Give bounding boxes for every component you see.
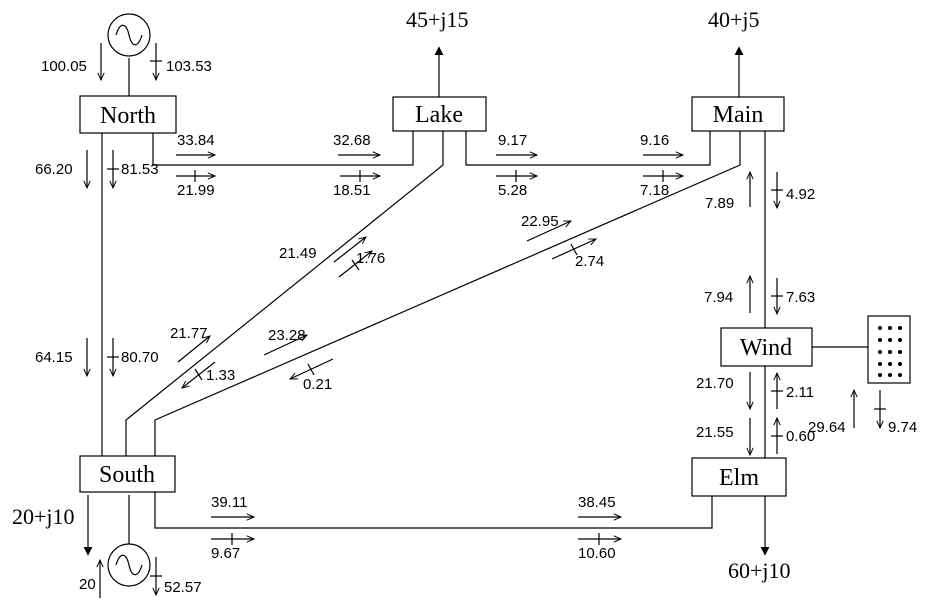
wind-turbine-generator — [867, 315, 911, 384]
line-south-main — [154, 131, 741, 456]
load-label-south: 20+j10 — [12, 504, 75, 529]
flow-value: 22.95 — [521, 213, 559, 230]
flow-value: 23.28 — [268, 327, 306, 344]
bus-wind[interactable]: Wind — [720, 327, 813, 367]
bus-elm[interactable]: Elm — [691, 457, 787, 497]
flow-value: 32.68 — [333, 132, 371, 149]
flow-value: 7.89 — [705, 195, 734, 212]
loads: 45+j15 40+j5 20+j10 60+j10 — [12, 7, 791, 583]
flow-value: 10.60 — [578, 545, 616, 562]
load-label-main: 40+j5 — [708, 7, 760, 32]
flow-value: 80.70 — [121, 349, 159, 366]
flow-value: 21.49 — [279, 245, 317, 262]
flow-value: 4.92 — [786, 186, 815, 203]
flow-value: 9.16 — [640, 132, 669, 149]
line-south-lake — [125, 131, 444, 456]
line-south-elm — [154, 492, 713, 529]
flow-value: 29.64 — [808, 419, 846, 436]
bus-label-lake: Lake — [415, 102, 463, 128]
flow-value: 103.53 — [166, 58, 212, 75]
flow-value: 21.70 — [696, 375, 734, 392]
flow-arrows — [83, 43, 886, 598]
bus-label-main: Main — [713, 102, 764, 128]
flow-value: 9.74 — [888, 419, 917, 436]
bus-label-elm: Elm — [719, 465, 759, 491]
flow-value: 52.57 — [164, 579, 202, 596]
flow-value: 9.67 — [211, 545, 240, 562]
north-generator — [107, 13, 151, 96]
flow-value: 38.45 — [578, 494, 616, 511]
flow-value: 0.21 — [303, 376, 332, 393]
flow-labels: 100.05 103.53 33.84 32.68 21.99 18.51 9.… — [35, 58, 917, 596]
flow-value: 1.76 — [356, 250, 385, 267]
bus-label-north: North — [100, 103, 156, 129]
flow-value: 7.63 — [786, 289, 815, 306]
line-lake-main — [465, 131, 711, 166]
flow-value: 0.60 — [786, 428, 815, 445]
flow-value: 1.33 — [206, 367, 235, 384]
flow-value: 33.84 — [177, 132, 215, 149]
flow-value: 21.77 — [170, 325, 208, 342]
bus-main[interactable]: Main — [691, 96, 785, 132]
flow-value: 81.53 — [121, 161, 159, 178]
transmission-lines — [101, 131, 868, 529]
flow-value: 7.94 — [704, 289, 733, 306]
flow-value: 9.17 — [498, 132, 527, 149]
flow-value: 2.74 — [575, 253, 604, 270]
load-label-lake: 45+j15 — [406, 7, 469, 32]
bus-south[interactable]: South — [79, 455, 176, 493]
flow-value: 7.18 — [640, 182, 669, 199]
south-generator — [107, 495, 151, 587]
bus-label-south: South — [99, 462, 155, 488]
flow-value: 5.28 — [498, 182, 527, 199]
flow-value: 2.11 — [786, 384, 814, 401]
wind-farm-icon — [867, 315, 911, 384]
flow-value: 18.51 — [333, 182, 371, 199]
flow-value: 20 — [79, 576, 96, 593]
line-north-lake — [152, 131, 414, 166]
bus-label-wind: Wind — [740, 335, 792, 361]
bus-north[interactable]: North — [79, 95, 177, 134]
bus-lake[interactable]: Lake — [392, 96, 487, 132]
flow-value: 66.20 — [35, 161, 73, 178]
flow-value: 21.55 — [696, 424, 734, 441]
flow-value: 21.99 — [177, 182, 215, 199]
flow-value: 100.05 — [41, 58, 87, 75]
flow-value: 64.15 — [35, 349, 73, 366]
load-label-elm: 60+j10 — [728, 558, 791, 583]
flow-value: 39.11 — [211, 494, 247, 511]
